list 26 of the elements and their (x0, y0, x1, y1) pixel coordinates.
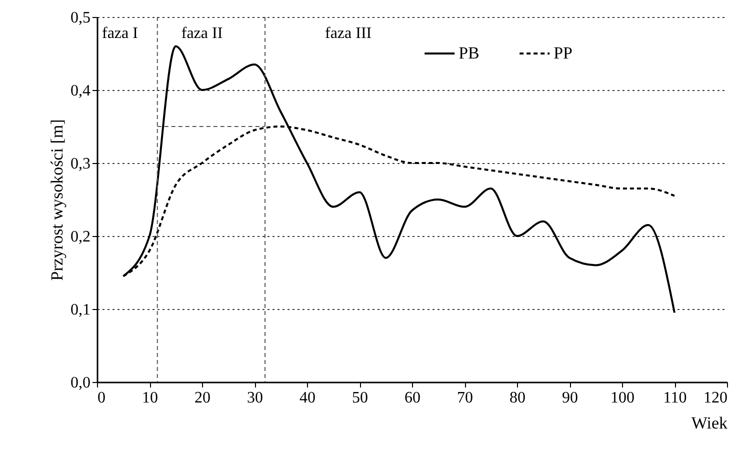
x-tick-label: 50 (352, 390, 368, 406)
y-tick-label: 0,1 (70, 302, 90, 318)
x-tick-label: 120 (704, 390, 728, 406)
x-tick-label: 40 (300, 390, 316, 406)
x-tick-label: 90 (562, 390, 578, 406)
y-tick-label: 0,0 (70, 374, 90, 392)
y-tick-label: 0,3 (70, 156, 90, 172)
x-tick-label: 0 (98, 390, 106, 406)
x-tick-label: 30 (247, 390, 263, 406)
annotation: faza I (102, 25, 138, 42)
y-tick-label: 0,2 (70, 228, 90, 246)
y-tick-label: 0,4 (70, 82, 90, 100)
x-tick-label: 110 (663, 390, 687, 406)
x-tick-label: 10 (142, 390, 158, 406)
x-tick-label: 100 (610, 390, 634, 406)
annotation: faza III (325, 25, 372, 42)
x-axis-title: Wiek (691, 414, 728, 432)
y-tick-label: 0,5 (70, 10, 90, 26)
y-axis-title: Przyrost wysokości [m] (48, 119, 66, 281)
x-tick-label: 80 (510, 390, 526, 406)
x-tick-label: 60 (404, 390, 420, 406)
x-tick-label: 20 (194, 390, 210, 406)
x-tick-label: 70 (457, 390, 473, 406)
annotation: faza II (181, 25, 223, 42)
legend-label: PB (458, 44, 480, 62)
legend-label: PP (554, 44, 573, 62)
